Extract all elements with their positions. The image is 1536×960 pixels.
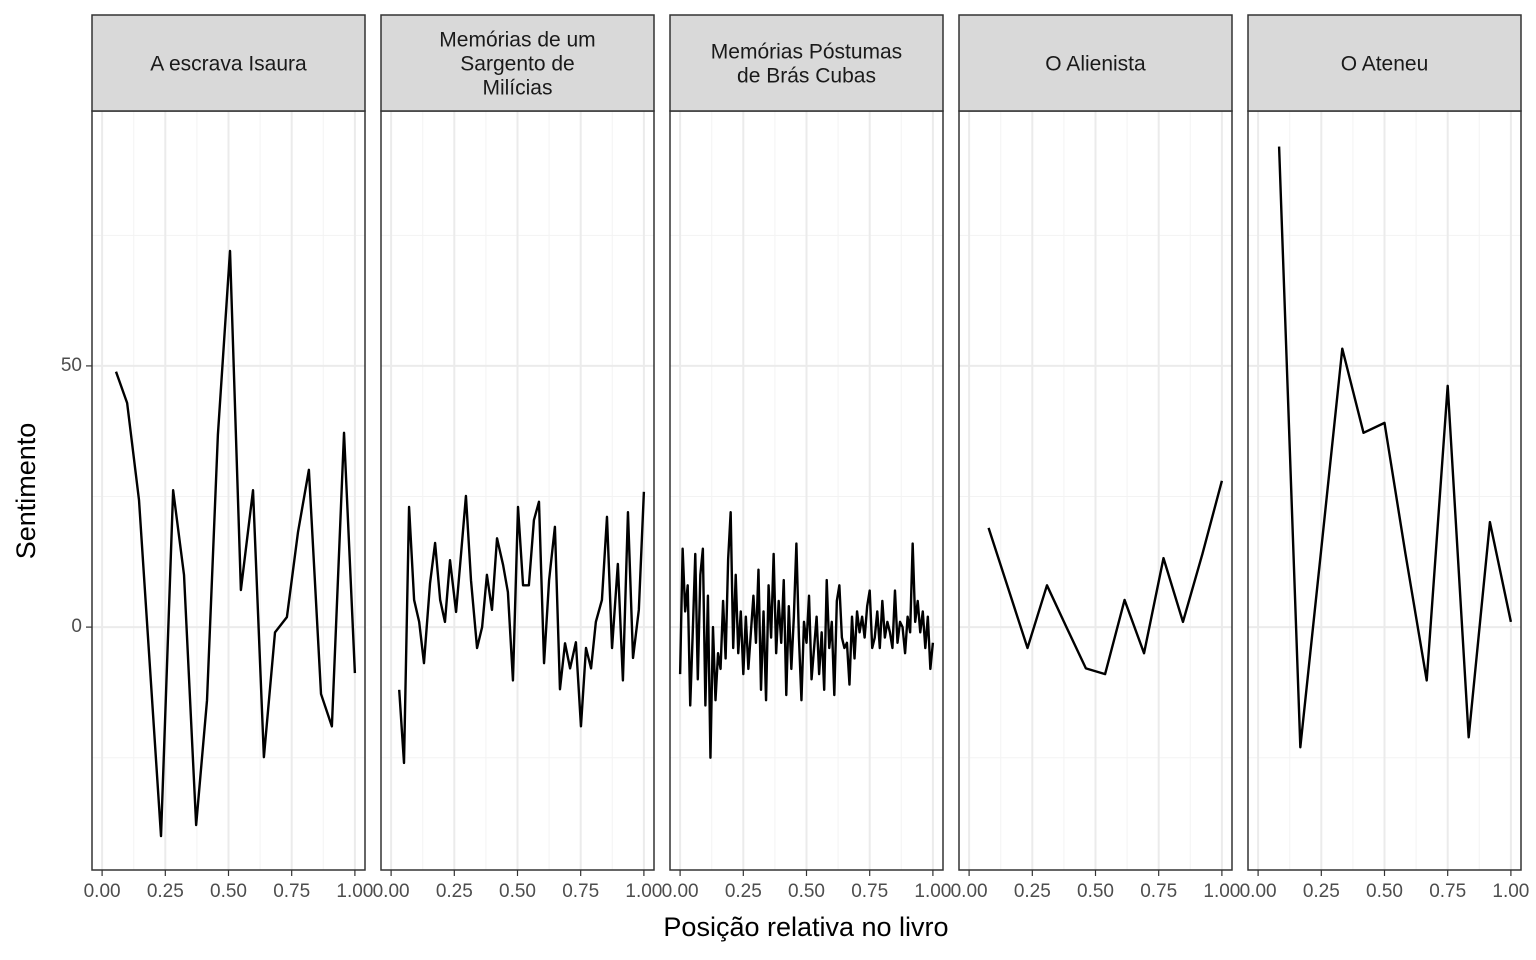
x-tick-label: 1.00	[625, 881, 662, 902]
panel-title: de Brás Cubas	[737, 65, 876, 88]
x-tick-label: 1.00	[914, 881, 951, 902]
x-tick-label: 0.00	[1240, 881, 1277, 902]
x-tick-label: 0.00	[662, 881, 699, 902]
x-tick-label: 0.25	[1303, 881, 1340, 902]
strip	[669, 14, 944, 112]
x-tick-label: 0.75	[562, 881, 599, 902]
x-tick-label: 0.50	[499, 881, 536, 902]
x-tick-label: 0.50	[210, 881, 247, 902]
y-tick-label: 50	[61, 355, 82, 376]
strip	[380, 14, 655, 112]
y-axis-title: Sentimento	[11, 423, 41, 560]
line	[987, 480, 1224, 676]
x-axis-title: Posição relativa no livro	[663, 912, 948, 942]
panel-title: Memórias Póstumas	[711, 41, 902, 64]
x-tick-label: 0.00	[373, 881, 410, 902]
panel-title: O Ateneu	[1341, 53, 1429, 76]
x-tick-label: 0.25	[436, 881, 473, 902]
strip	[91, 14, 366, 112]
strip	[1247, 14, 1522, 112]
panel-title: O Alienista	[1045, 53, 1146, 76]
x-tick-label: 1.00	[336, 881, 373, 902]
x-tick-label: 1.00	[1203, 881, 1240, 902]
x-tick-label: 0.25	[147, 881, 184, 902]
x-tick-label: 0.25	[1014, 881, 1051, 902]
panel-title: A escrava Isaura	[150, 53, 307, 76]
line	[1277, 146, 1513, 749]
x-tick-label: 0.00	[84, 881, 121, 902]
x-tick-label: 1.00	[1492, 881, 1529, 902]
x-tick-label: 0.75	[273, 881, 310, 902]
x-tick-label: 0.50	[1366, 881, 1403, 902]
panel-title: Milícias	[482, 77, 552, 100]
line	[114, 249, 357, 838]
x-tick-label: 0.25	[725, 881, 762, 902]
x-tick-label: 0.50	[1077, 881, 1114, 902]
line	[398, 491, 646, 765]
y-tick-label: 0	[71, 616, 82, 637]
strip	[958, 14, 1233, 112]
x-tick-label: 0.75	[1140, 881, 1177, 902]
panel-title: Sargento de	[460, 53, 574, 76]
x-tick-label: 0.50	[788, 881, 825, 902]
x-tick-label: 0.75	[851, 881, 888, 902]
x-tick-label: 0.00	[951, 881, 988, 902]
line	[678, 510, 935, 759]
panel-title: Memórias de um	[439, 29, 595, 52]
x-tick-label: 0.75	[1429, 881, 1466, 902]
